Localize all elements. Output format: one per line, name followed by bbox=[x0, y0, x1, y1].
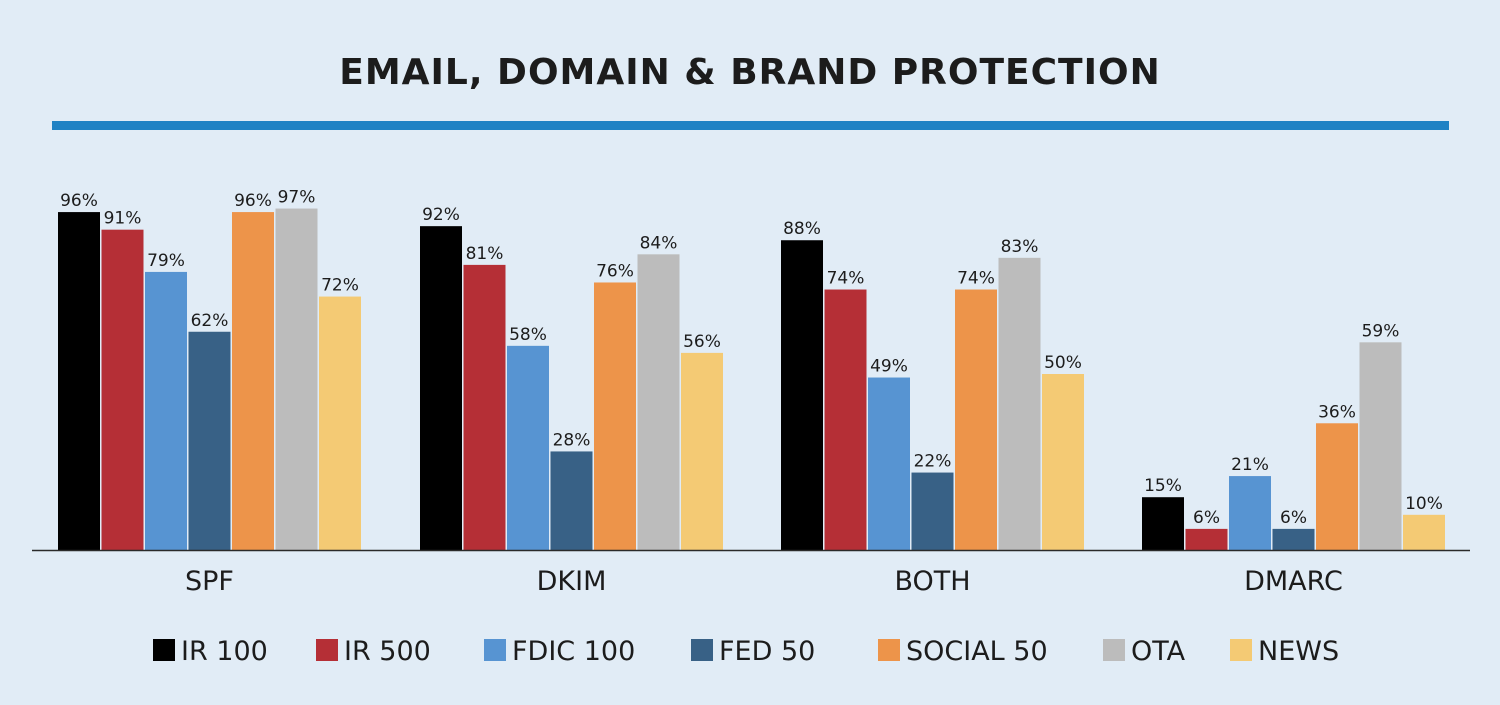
legend-swatch bbox=[691, 639, 713, 661]
bar-dkim-ota bbox=[637, 254, 680, 550]
data-label: 22% bbox=[914, 452, 952, 472]
legend-label: IR 500 bbox=[344, 636, 431, 667]
category-label-spf: SPF bbox=[185, 566, 234, 597]
bar-both-social-50 bbox=[955, 289, 997, 550]
bar-spf-news bbox=[319, 296, 361, 550]
bar-dmarc-social-50 bbox=[1316, 423, 1358, 550]
bar-spf-fdic-100 bbox=[145, 271, 187, 550]
category-label-dmarc: DMARC bbox=[1244, 566, 1343, 597]
bar-spf-ir-500 bbox=[101, 229, 144, 550]
bar-dkim-fed-50 bbox=[550, 451, 593, 550]
bar-spf-fed-50 bbox=[188, 331, 231, 550]
data-label: 74% bbox=[957, 269, 995, 289]
data-label: 96% bbox=[60, 191, 98, 211]
legend-swatch bbox=[484, 639, 506, 661]
bar-spf-social-50 bbox=[232, 212, 274, 550]
bar-dmarc-ir-500 bbox=[1185, 528, 1228, 550]
data-label: 28% bbox=[553, 430, 591, 450]
data-label: 92% bbox=[422, 205, 460, 225]
bar-both-ota bbox=[998, 257, 1041, 550]
data-label: 15% bbox=[1144, 476, 1182, 496]
data-label: 62% bbox=[191, 311, 229, 331]
legend-swatch bbox=[878, 639, 900, 661]
data-label: 79% bbox=[147, 251, 185, 271]
bar-both-ir-100 bbox=[781, 240, 823, 551]
legend-label: SOCIAL 50 bbox=[906, 636, 1048, 667]
legend-label: IR 100 bbox=[181, 636, 268, 667]
data-label: 36% bbox=[1318, 402, 1356, 422]
legend-label: FDIC 100 bbox=[512, 636, 635, 667]
bar-both-news bbox=[1042, 374, 1084, 550]
bar-dmarc-ir-100 bbox=[1142, 497, 1184, 550]
data-label: 72% bbox=[321, 276, 359, 296]
category-label-dkim: DKIM bbox=[537, 566, 607, 597]
bar-dmarc-fed-50 bbox=[1272, 528, 1315, 550]
legend-swatch bbox=[1103, 639, 1125, 661]
bar-both-ir-500 bbox=[824, 289, 867, 550]
bar-both-fdic-100 bbox=[868, 377, 910, 550]
category-label-both: BOTH bbox=[894, 566, 970, 597]
data-label: 74% bbox=[827, 269, 865, 289]
data-label: 56% bbox=[683, 332, 721, 352]
bar-dkim-social-50 bbox=[594, 282, 636, 550]
bar-dmarc-fdic-100 bbox=[1229, 476, 1271, 550]
data-label: 76% bbox=[596, 261, 634, 281]
legend-swatch bbox=[1230, 639, 1252, 661]
legend-swatch bbox=[153, 639, 175, 661]
data-label: 6% bbox=[1193, 508, 1220, 528]
bar-dkim-ir-500 bbox=[463, 264, 506, 550]
legend-label: OTA bbox=[1131, 636, 1186, 667]
bar-dmarc-ota bbox=[1359, 342, 1402, 550]
data-label: 81% bbox=[466, 244, 504, 264]
bar-dmarc-news bbox=[1403, 514, 1445, 550]
data-label: 10% bbox=[1405, 494, 1443, 514]
data-label: 88% bbox=[783, 219, 821, 239]
bar-dkim-ir-100 bbox=[420, 226, 462, 550]
legend-label: FED 50 bbox=[719, 636, 815, 667]
data-label: 83% bbox=[1001, 237, 1039, 257]
data-label: 58% bbox=[509, 325, 547, 345]
data-label: 97% bbox=[278, 188, 316, 208]
data-label: 59% bbox=[1362, 321, 1400, 341]
title-divider bbox=[52, 121, 1449, 130]
bar-spf-ir-100 bbox=[58, 212, 100, 550]
data-label: 50% bbox=[1044, 353, 1082, 373]
bar-both-fed-50 bbox=[911, 472, 954, 550]
data-label: 21% bbox=[1231, 455, 1269, 475]
data-label: 91% bbox=[104, 209, 142, 229]
bar-spf-ota bbox=[275, 208, 318, 550]
chart-title: EMAIL, DOMAIN & BRAND PROTECTION bbox=[339, 52, 1161, 93]
bar-dkim-news bbox=[681, 352, 723, 550]
legend-swatch bbox=[316, 639, 338, 661]
legend-label: NEWS bbox=[1258, 636, 1339, 667]
data-label: 49% bbox=[870, 357, 908, 377]
data-label: 96% bbox=[234, 191, 272, 211]
data-label: 6% bbox=[1280, 508, 1307, 528]
data-label: 84% bbox=[640, 233, 678, 253]
bar-dkim-fdic-100 bbox=[507, 345, 549, 550]
